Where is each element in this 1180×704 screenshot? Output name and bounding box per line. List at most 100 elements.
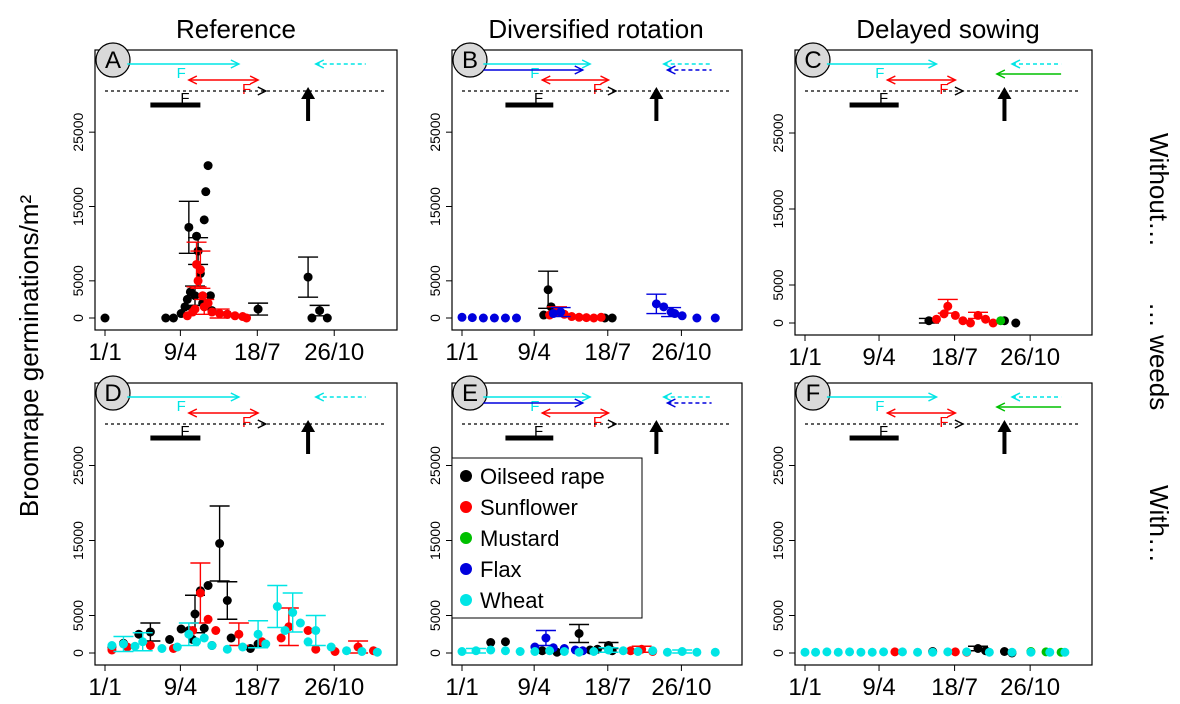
data-point	[607, 313, 617, 323]
sunflower-f-label: F	[939, 414, 948, 431]
legend-box	[451, 457, 643, 619]
data-point	[943, 647, 953, 657]
y-tick-label: 15000	[427, 521, 443, 560]
data-point	[973, 310, 983, 320]
data-point	[457, 647, 467, 656]
data-point	[856, 647, 866, 657]
data-point	[199, 623, 209, 633]
data-point	[222, 309, 232, 319]
wheat-f-label: F	[177, 65, 186, 82]
x-tick-label: 1/1	[445, 339, 478, 366]
y-tick-label: 25000	[770, 113, 786, 152]
data-point	[988, 318, 998, 328]
wheat-next-arrow	[662, 59, 673, 69]
oilseed-f-label: F	[534, 423, 543, 440]
data-point	[280, 626, 290, 635]
x-tick-label: 18/7	[584, 674, 631, 701]
data-point	[198, 291, 208, 301]
wheat-next-arrow	[314, 59, 325, 69]
panel-letter-badge	[95, 375, 131, 411]
data-point	[245, 644, 255, 653]
data-point	[648, 646, 658, 656]
series-oilseed	[100, 161, 332, 323]
data-point	[203, 161, 213, 171]
data-point	[190, 304, 200, 314]
y-tick-label: 5000	[770, 269, 786, 300]
data-point	[677, 647, 687, 656]
data-point	[203, 614, 213, 624]
data-point	[710, 313, 720, 323]
data-point	[201, 187, 211, 197]
panel-frame	[451, 49, 743, 331]
management-timeline: FFF	[105, 392, 385, 454]
legend: Oilseed rape Sunflower Mustard Flax Wheat	[451, 457, 643, 619]
series-sunflower	[182, 241, 252, 323]
data-point	[984, 647, 994, 657]
y-tick-label: 25000	[70, 112, 86, 151]
y-tick-label: 15000	[70, 521, 86, 560]
data-point	[811, 647, 821, 657]
data-point	[626, 646, 636, 656]
oilseed-arrow	[607, 86, 618, 96]
y-tick-label: 15000	[770, 521, 786, 560]
data-point	[500, 646, 510, 656]
data-point	[272, 602, 282, 611]
data-point	[295, 618, 305, 628]
sunflower-left-arrow	[885, 75, 896, 85]
y-axis-label: Broomrape germinations/m²	[14, 195, 44, 518]
oilseed-arrow	[954, 419, 965, 429]
wheat-f-label: F	[177, 398, 186, 415]
panel-letter: C	[804, 47, 821, 74]
data-point	[288, 608, 298, 617]
y-tick-label: 0	[70, 649, 86, 657]
data-point	[207, 641, 217, 650]
data-point	[574, 629, 584, 638]
data-point	[543, 285, 553, 295]
panel-letter: F	[806, 380, 821, 407]
x-tick-label: 18/7	[931, 674, 978, 701]
data-point	[677, 311, 687, 321]
data-point	[486, 638, 496, 647]
sunflower-f-label: F	[242, 81, 251, 98]
panel-letter: A	[105, 47, 121, 74]
data-point	[965, 318, 975, 328]
data-point	[203, 298, 213, 308]
y-tick-label: 15000	[770, 189, 786, 228]
data-point	[662, 647, 672, 657]
x-tick-label: 18/7	[584, 339, 631, 366]
x-tick-label: 18/7	[931, 344, 978, 371]
legend-swatch	[460, 563, 472, 575]
column-title-reference: Reference	[176, 14, 296, 44]
data-point	[924, 316, 934, 326]
data-point	[303, 637, 313, 647]
y-tick-label: 0	[770, 649, 786, 657]
data-point	[1007, 647, 1017, 657]
data-point	[134, 629, 144, 639]
x-tick-label: 9/4	[517, 339, 550, 366]
data-point	[692, 647, 702, 657]
panel-letter-badge	[95, 42, 131, 78]
management-timeline: FFF	[805, 59, 1080, 121]
sunflower-left-arrow	[885, 408, 896, 418]
data-point	[537, 646, 547, 656]
legend-swatch	[460, 501, 472, 513]
panel-frame	[794, 382, 1093, 666]
panel-letter-badge	[795, 375, 831, 411]
sunflower-right-arrow	[249, 75, 260, 85]
data-point	[303, 272, 313, 282]
data-point	[890, 647, 900, 657]
data-point	[205, 291, 215, 301]
panel-letter-badge	[452, 375, 488, 411]
data-point	[215, 539, 225, 548]
data-point	[478, 313, 488, 323]
panel-letter: E	[462, 380, 478, 407]
data-point	[692, 313, 702, 323]
data-point	[981, 314, 991, 324]
sunflower-right-arrow	[249, 408, 260, 418]
data-point	[276, 633, 286, 643]
x-tick-label: 9/4	[862, 344, 895, 371]
